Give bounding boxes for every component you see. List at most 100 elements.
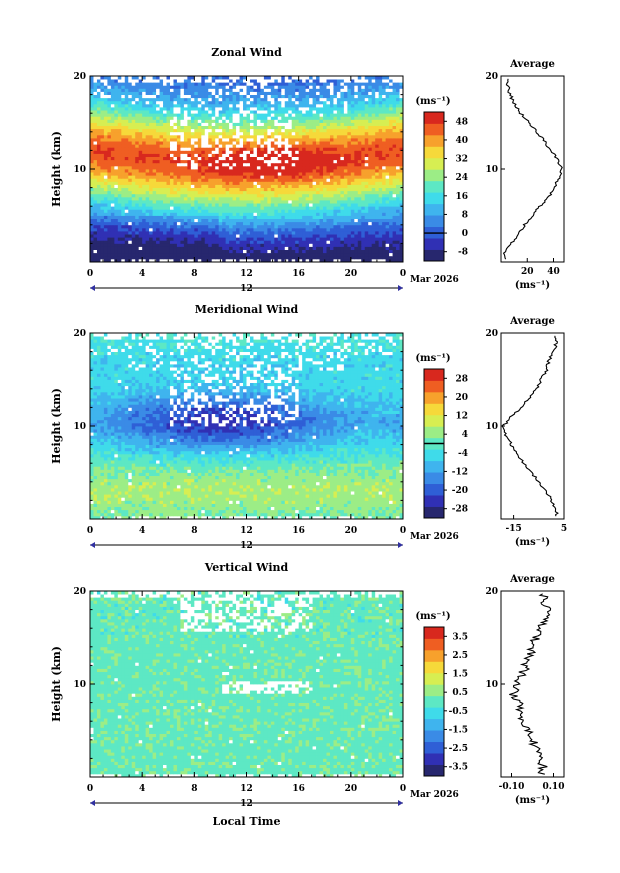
heatmap-cell: [197, 196, 202, 201]
heatmap-cell: [190, 156, 195, 161]
heatmap-cell: [399, 131, 404, 136]
heatmap-cell: [385, 91, 390, 95]
heatmap-cell: [138, 119, 143, 123]
heatmap-cell: [361, 221, 366, 226]
heatmap-cell: [222, 212, 227, 216]
heatmap-cell: [90, 162, 94, 167]
heatmap-cell: [316, 227, 320, 232]
heatmap-cell: [176, 91, 181, 95]
heatmap-cell: [270, 113, 275, 117]
heatmap-cell: [124, 107, 129, 111]
heatmap-cell: [378, 255, 383, 260]
heatmap-cell: [229, 218, 233, 223]
heatmap-cell: [399, 159, 404, 164]
heatmap-cell: [229, 175, 233, 179]
heatmap-cell: [323, 172, 327, 176]
heatmap-cell: [121, 128, 126, 133]
heatmap-cell: [357, 147, 362, 151]
heatmap-cell: [246, 200, 251, 204]
heatmap-cell: [364, 206, 369, 210]
heatmap-cell: [121, 107, 126, 111]
heatmap-cell: [114, 212, 119, 216]
heatmap-cell: [215, 252, 220, 257]
heatmap-cell: [357, 221, 362, 226]
heatmap-cell: [218, 231, 223, 235]
heatmap-cell: [347, 237, 352, 241]
heatmap-cell: [316, 169, 320, 173]
heatmap-cell: [350, 165, 355, 170]
heatmap-cell: [204, 162, 209, 167]
heatmap-cell: [110, 252, 115, 257]
heatmap-cell: [215, 162, 220, 167]
heatmap-cell: [93, 138, 98, 142]
heatmap-cell: [156, 255, 160, 260]
heatmap-cell: [333, 122, 338, 126]
heatmap-cell: [215, 255, 220, 260]
heatmap-cell: [382, 200, 387, 204]
heatmap-cell: [295, 258, 300, 263]
heatmap-cell: [114, 203, 119, 207]
heatmap-cell: [319, 138, 324, 142]
heatmap-cell: [243, 141, 247, 145]
heatmap-cell: [357, 240, 362, 244]
heatmap-cell: [124, 193, 129, 198]
heatmap-cell: [236, 144, 240, 148]
heatmap-cell: [343, 178, 348, 182]
heatmap-cell: [194, 128, 199, 133]
heatmap-cell: [243, 122, 247, 126]
heatmap-cell: [107, 169, 112, 173]
heatmap-cell: [173, 165, 178, 170]
heatmap-cell: [361, 196, 366, 201]
heatmap-cell: [281, 125, 286, 130]
heatmap-cell: [121, 172, 126, 176]
heatmap-cell: [135, 103, 140, 108]
heatmap-cell: [274, 156, 279, 161]
heatmap-cell: [347, 131, 352, 136]
heatmap-cell: [236, 138, 240, 142]
heatmap-cell: [274, 231, 279, 235]
heatmap-cell: [208, 159, 213, 164]
heatmap-cell: [236, 240, 240, 244]
heatmap-cell: [267, 258, 272, 263]
heatmap-cell: [145, 258, 150, 263]
heatmap-cell: [288, 91, 293, 95]
heatmap-cell: [396, 159, 400, 164]
heatmap-cell: [180, 172, 185, 176]
heatmap-cell: [100, 94, 105, 99]
heatmap-cell: [375, 156, 380, 161]
heatmap-cell: [138, 125, 143, 130]
heatmap-cell: [305, 221, 310, 226]
heatmap-cell: [96, 128, 101, 133]
heatmap-cell: [169, 113, 174, 117]
heatmap-cell: [267, 178, 272, 182]
heatmap-cell: [399, 125, 404, 130]
heatmap-cell: [142, 156, 147, 161]
heatmap-cell: [100, 249, 105, 254]
heatmap-cell: [145, 97, 150, 102]
heatmap-cell: [128, 212, 133, 216]
heatmap-cell: [249, 249, 254, 254]
heatmap-cell: [361, 91, 366, 95]
heatmap-cell: [249, 159, 254, 164]
heatmap-cell: [107, 134, 112, 139]
heatmap-cell: [183, 156, 188, 161]
heatmap-cell: [169, 190, 174, 195]
heatmap-cell: [194, 184, 199, 188]
heatmap-cell: [215, 187, 220, 192]
heatmap-cell: [93, 196, 98, 201]
heatmap-cell: [312, 203, 317, 207]
heatmap-cell: [135, 134, 140, 139]
heatmap-cell: [385, 234, 390, 238]
heatmap-cell: [114, 138, 119, 142]
heatmap-cell: [232, 181, 237, 185]
heatmap-cell: [333, 178, 338, 182]
heatmap-cell: [215, 116, 220, 120]
heatmap-cell: [291, 249, 296, 254]
heatmap-cell: [350, 103, 355, 108]
heatmap-cell: [305, 122, 310, 126]
heatmap-cell: [378, 178, 383, 182]
heatmap-cell: [357, 184, 362, 188]
heatmap-cell: [159, 165, 164, 170]
heatmap-cell: [361, 94, 366, 99]
heatmap-cell: [316, 255, 320, 260]
